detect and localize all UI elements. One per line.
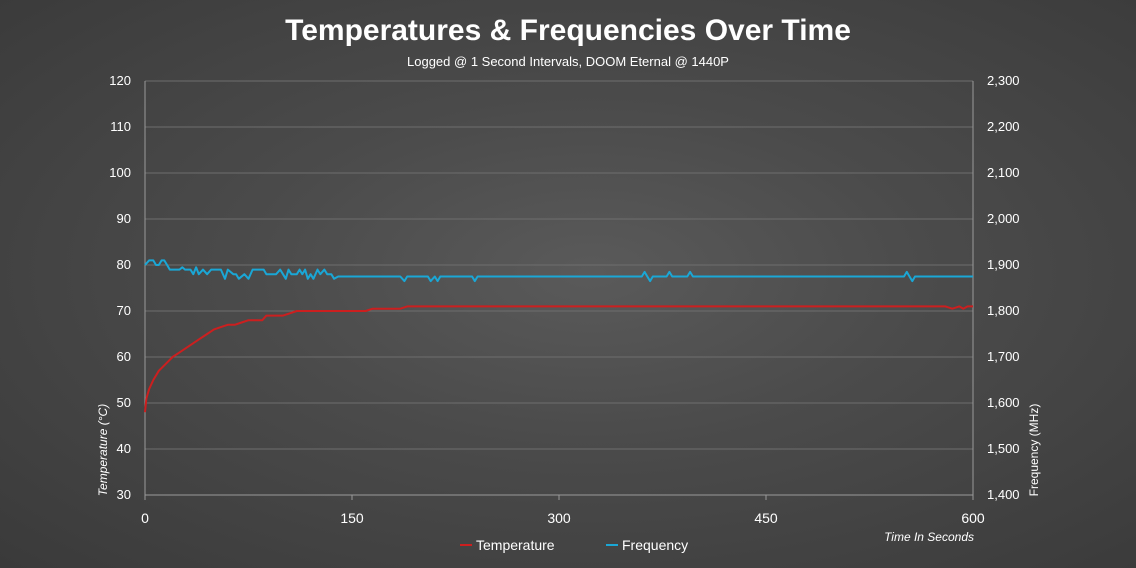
gridlines xyxy=(145,80,973,450)
tick-labels: 30 40 50 60 70 80 90 100 110 120 1,400 1,500 1,600 1,… xyxy=(109,73,1019,526)
y-tick-right-label: 1,500 xyxy=(987,441,1020,456)
y-tick-right-label: 2,300 xyxy=(987,73,1020,88)
legend-label-temperature: Temperature xyxy=(476,537,555,553)
legend-label-frequency: Frequency xyxy=(622,537,688,553)
y-tick-left-label: 120 xyxy=(109,73,131,88)
y-tick-right-label: 1,400 xyxy=(987,487,1020,502)
x-axis-label: Time In Seconds xyxy=(884,530,974,544)
y-tick-left-label: 80 xyxy=(117,257,131,272)
y-tick-left-label: 110 xyxy=(110,119,131,134)
y-tick-right-label: 2,200 xyxy=(987,119,1020,134)
series-line-frequency xyxy=(144,259,973,283)
y-tick-right-label: 1,900 xyxy=(987,257,1020,272)
y-tick-left-label: 100 xyxy=(109,165,131,180)
x-tick-label: 600 xyxy=(961,510,985,526)
y-tick-left-label: 40 xyxy=(117,441,131,456)
x-tick-label: 450 xyxy=(754,510,778,526)
y-tick-left-label: 60 xyxy=(117,349,131,364)
legend: Temperature Frequency xyxy=(460,537,688,553)
y-tick-right-label: 2,000 xyxy=(987,211,1020,226)
x-tick-label: 0 xyxy=(141,510,149,526)
series-layer xyxy=(144,259,973,413)
y-tick-right-label: 2,100 xyxy=(987,165,1020,180)
y-axis-left-label: Temperature (°C) xyxy=(96,404,110,496)
y-tick-left-label: 30 xyxy=(117,487,131,502)
y-tick-left-label: 50 xyxy=(117,395,131,410)
y-tick-right-label: 1,700 xyxy=(987,349,1020,364)
y-tick-left-label: 90 xyxy=(117,211,131,226)
x-tick-label: 150 xyxy=(340,510,364,526)
y-tick-left-label: 70 xyxy=(117,303,131,318)
chart-title: Temperatures & Frequencies Over Time xyxy=(285,14,851,47)
y-axis-right-label: Frequency (MHz) xyxy=(1027,404,1041,497)
series-line-temperature xyxy=(144,305,973,413)
y-tick-right-label: 1,600 xyxy=(987,395,1020,410)
axes xyxy=(144,81,974,500)
x-tick-label: 300 xyxy=(547,510,571,526)
y-tick-right-label: 1,800 xyxy=(987,303,1020,318)
chart-subtitle: Logged @ 1 Second Intervals, DOOM Eterna… xyxy=(407,54,729,69)
